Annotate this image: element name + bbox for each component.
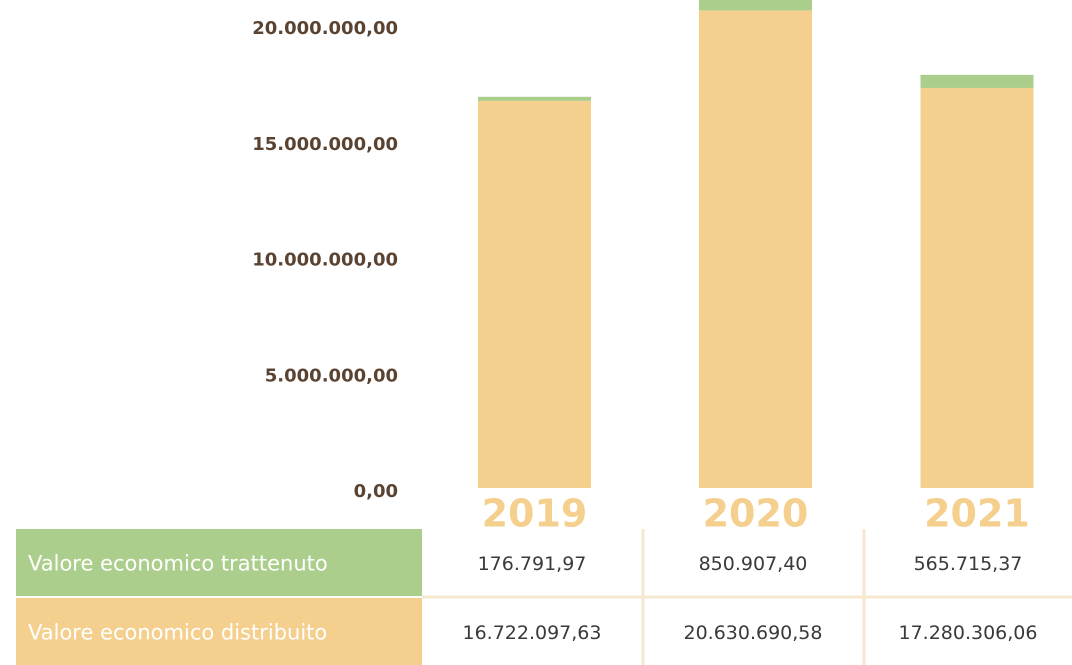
- bar-segment: [478, 100, 591, 489]
- table-cell: 850.907,40: [699, 553, 808, 575]
- row-header-bg: [16, 598, 422, 665]
- table-cell: 17.280.306,06: [898, 622, 1037, 644]
- y-tick-label: 5.000.000,00: [265, 365, 398, 386]
- x-tick-label: 2020: [703, 492, 809, 536]
- table-cell: 176.791,97: [478, 553, 587, 575]
- y-tick-label: 20.000.000,00: [252, 18, 398, 39]
- table-cell: 20.630.690,58: [683, 622, 822, 644]
- row-header-bg: [16, 529, 422, 596]
- bar-segment: [478, 96, 591, 101]
- bar-segment: [699, 10, 812, 489]
- legend-label: Valore economico distribuito: [28, 621, 327, 645]
- bar-segment: [920, 87, 1034, 489]
- x-tick-label: 2021: [924, 492, 1030, 536]
- legend-label: Valore economico trattenuto: [28, 552, 328, 576]
- bar-segment: [699, 0, 812, 11]
- bar-segment: [920, 74, 1034, 88]
- y-tick-label: 0,00: [354, 481, 398, 502]
- table-cell: 16.722.097,63: [462, 622, 601, 644]
- table-cell: 565.715,37: [914, 553, 1023, 575]
- x-tick-label: 2019: [482, 492, 588, 536]
- y-tick-label: 15.000.000,00: [252, 134, 398, 155]
- y-tick-label: 10.000.000,00: [252, 250, 398, 271]
